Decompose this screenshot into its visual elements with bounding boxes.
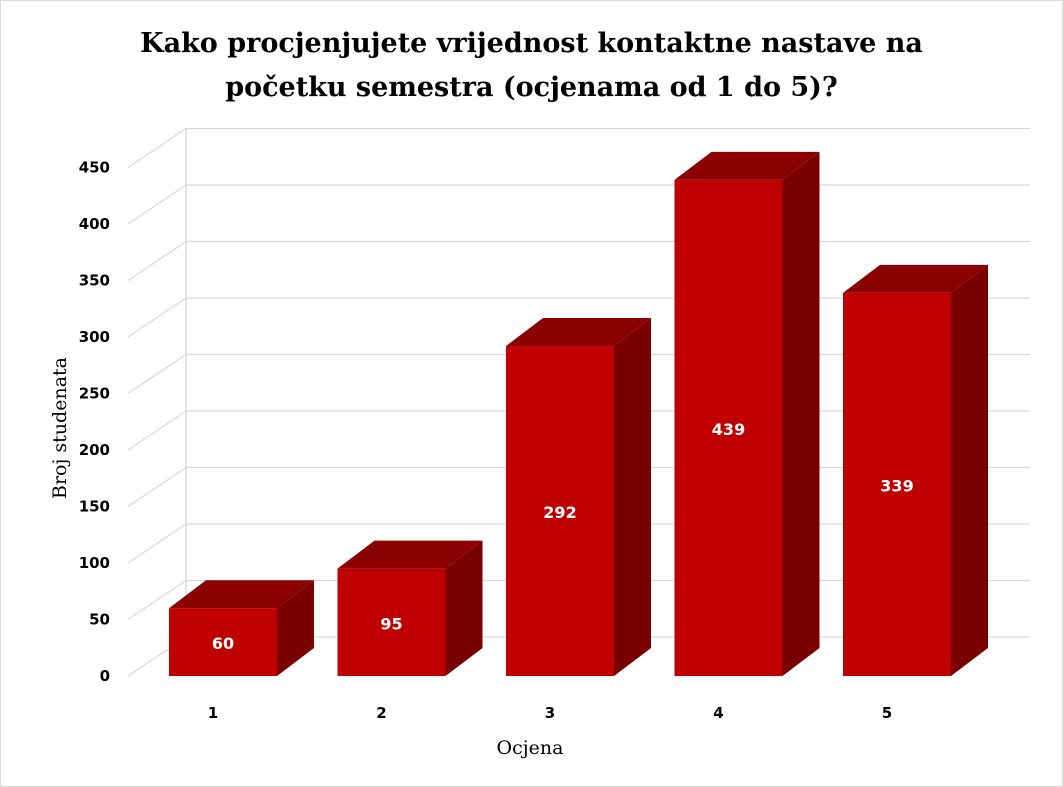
gridline-diagonal: [127, 466, 187, 508]
y-tick-label: 0: [100, 667, 110, 685]
bar-5: 339: [843, 264, 988, 676]
y-tick-label: 350: [79, 272, 110, 290]
x-tick-label: 4: [713, 704, 723, 722]
data-label: 439: [712, 420, 745, 439]
bar-3: 292: [506, 318, 651, 676]
gridline-diagonal: [127, 297, 187, 338]
y-axis-title: Broj studenata: [49, 357, 71, 499]
y-tick-label: 150: [79, 498, 110, 516]
bars: 60 95 292 439 339: [169, 151, 988, 676]
bar-side: [445, 540, 483, 676]
bar-top: [674, 151, 820, 180]
gridline-diagonal: [127, 127, 187, 169]
gridline-diagonal: [127, 353, 187, 395]
bar-side: [782, 151, 820, 676]
bar-front: [674, 179, 783, 676]
data-label: 95: [380, 614, 402, 633]
y-tick-label: 200: [79, 441, 110, 459]
chart-title-line-2: početku semestra (ocjenama od 1 do 5)?: [225, 72, 838, 103]
bar-1: 60: [169, 580, 314, 676]
gridline-diagonal: [127, 240, 187, 282]
x-axis-ticks: 1 2 3 4 5: [208, 704, 892, 722]
bar-side: [951, 264, 988, 676]
x-axis-title: Ocjena: [497, 737, 564, 759]
bar-top: [843, 264, 988, 293]
bar-side: [277, 580, 314, 676]
bar-side: [614, 318, 651, 676]
chart-title: Kako procjenjujete vrijednost kontaktne …: [0, 22, 1063, 110]
x-tick-label: 3: [545, 704, 555, 722]
x-tick-label: 2: [376, 704, 386, 722]
bar-2: 95: [337, 540, 483, 676]
bar-front: [506, 346, 614, 676]
bar-4: 439: [674, 151, 820, 676]
y-tick-label: 250: [79, 385, 110, 403]
y-tick-label: 400: [79, 215, 110, 233]
bar-front: [169, 608, 277, 676]
gridline-diagonal: [127, 579, 187, 621]
y-axis-ticks: 0 50 100 150 200 250 300 350 400 450: [79, 159, 110, 686]
x-tick-label: 5: [882, 704, 892, 722]
data-label: 292: [543, 503, 576, 522]
data-label: 339: [880, 476, 913, 495]
bar-front: [843, 292, 951, 676]
bar-top: [337, 540, 483, 569]
chart-title-line-1: Kako procjenjujete vrijednost kontaktne …: [140, 28, 923, 59]
y-tick-label: 100: [79, 554, 110, 572]
y-tick-label: 450: [79, 159, 110, 177]
gridline-diagonal: [127, 523, 187, 564]
y-tick-label: 300: [79, 328, 110, 346]
y-tick-label: 50: [89, 611, 110, 629]
bar-top: [506, 318, 651, 347]
gridline-diagonal: [127, 410, 187, 451]
bar-front: [337, 568, 446, 676]
x-tick-label: 1: [208, 704, 218, 722]
data-label: 60: [212, 634, 234, 653]
bar-top: [169, 580, 314, 609]
gridline-diagonal: [127, 184, 187, 225]
